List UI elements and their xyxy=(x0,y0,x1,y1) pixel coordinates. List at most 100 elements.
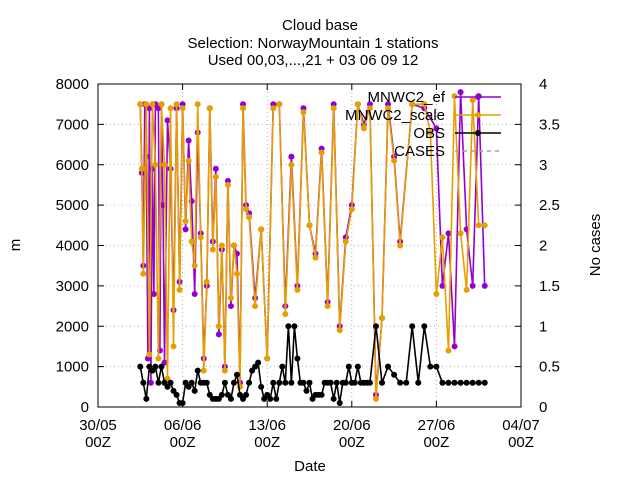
data-point xyxy=(481,282,488,289)
data-point xyxy=(348,206,355,213)
data-point xyxy=(366,105,373,112)
data-point xyxy=(427,363,434,370)
data-point xyxy=(143,395,150,402)
data-point xyxy=(469,97,476,104)
x-tick-label-date: 27/06 xyxy=(418,417,456,434)
data-point xyxy=(212,165,219,172)
data-point xyxy=(273,395,280,402)
y-tick-label: 8000 xyxy=(56,76,89,93)
series-layer xyxy=(137,89,488,406)
data-point xyxy=(146,351,153,358)
data-point xyxy=(475,222,482,229)
x-tick-label-hour: 00Z xyxy=(508,434,534,451)
y2-tick-label: 2.5 xyxy=(539,197,560,214)
data-point xyxy=(445,379,452,386)
data-point xyxy=(170,343,177,350)
data-point xyxy=(318,149,325,156)
data-point xyxy=(276,101,283,108)
data-point xyxy=(209,246,216,253)
data-point xyxy=(140,270,147,277)
legend-label: MNWC2_scale xyxy=(345,107,445,124)
x-tick-label-date: 06/06 xyxy=(164,417,202,434)
data-point xyxy=(137,101,144,108)
y-tick-label: 3000 xyxy=(56,278,89,295)
data-point xyxy=(451,93,458,100)
data-point xyxy=(294,286,301,293)
x-tick-label-hour: 00Z xyxy=(339,434,365,451)
data-point xyxy=(469,379,476,386)
series-MNWC2_scale xyxy=(137,93,488,402)
data-point xyxy=(351,379,358,386)
data-point xyxy=(179,105,186,112)
data-point xyxy=(457,379,464,386)
y2-tick-label: 3.5 xyxy=(539,116,560,133)
data-point xyxy=(140,379,147,386)
data-point xyxy=(194,367,201,374)
x-tick-label-hour: 00Z xyxy=(85,434,111,451)
data-point xyxy=(282,379,289,386)
data-point xyxy=(167,105,174,112)
data-point xyxy=(409,323,416,330)
data-point xyxy=(397,379,404,386)
data-point xyxy=(475,379,482,386)
x-axis-label: Date xyxy=(294,458,326,475)
data-point xyxy=(433,290,440,297)
data-point xyxy=(158,101,165,108)
data-point xyxy=(397,242,404,249)
data-point xyxy=(451,343,458,350)
y2-tick-label: 1.5 xyxy=(539,278,560,295)
y2-axis-label: No cases xyxy=(587,214,604,277)
y-tick-label: 4000 xyxy=(56,238,89,255)
data-point xyxy=(327,379,334,386)
data-point xyxy=(279,363,286,370)
data-point xyxy=(300,109,307,116)
data-point xyxy=(379,379,386,386)
data-point xyxy=(155,355,162,362)
data-point xyxy=(258,226,265,233)
data-point xyxy=(342,379,349,386)
data-point xyxy=(203,278,210,285)
data-point xyxy=(206,105,213,112)
data-point xyxy=(463,286,470,293)
y2-tick-label: 0 xyxy=(539,399,547,416)
data-point xyxy=(421,323,428,330)
data-point xyxy=(252,303,259,310)
x-tick-label-date: 04/07 xyxy=(502,417,540,434)
x-tick-label-hour: 00Z xyxy=(423,434,449,451)
data-point xyxy=(258,383,265,390)
data-point xyxy=(463,379,470,386)
legend-label: OBS xyxy=(413,125,445,142)
x-tick-label-hour: 00Z xyxy=(254,434,280,451)
legend-marker xyxy=(475,94,481,100)
data-point xyxy=(312,254,319,261)
data-point xyxy=(439,379,446,386)
x-tick-label-date: 20/06 xyxy=(333,417,371,434)
data-point xyxy=(330,395,337,402)
x-tick-label-date: 30/05 xyxy=(79,417,117,434)
data-point xyxy=(182,226,189,233)
data-point xyxy=(264,355,271,362)
data-point xyxy=(224,181,231,188)
data-point xyxy=(439,282,446,289)
data-point xyxy=(415,379,422,386)
axes: 0 1000 2000 3000 4000 5000 6000 7000 8000 0 0.5 1 1.… xyxy=(56,76,560,451)
data-point xyxy=(391,157,398,164)
data-point xyxy=(379,315,386,322)
data-point xyxy=(230,379,237,386)
data-point xyxy=(233,270,240,277)
data-point xyxy=(433,125,440,132)
data-point xyxy=(324,303,331,310)
chart-title: Cloud base xyxy=(282,17,358,34)
data-point xyxy=(306,222,313,229)
data-point xyxy=(457,89,464,96)
data-point xyxy=(188,238,195,245)
data-point xyxy=(427,129,434,136)
data-point xyxy=(240,105,247,112)
legend-label: CASES xyxy=(394,143,445,160)
data-point xyxy=(158,363,165,370)
data-point xyxy=(336,327,343,334)
data-point xyxy=(147,379,154,386)
legend-marker xyxy=(475,112,481,118)
data-point xyxy=(288,161,295,168)
legend-marker xyxy=(475,130,481,136)
